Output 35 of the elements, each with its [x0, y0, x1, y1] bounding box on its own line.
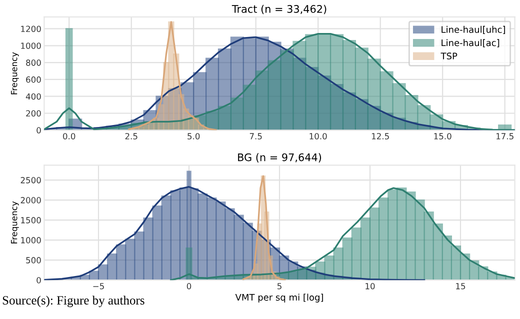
x-tick-label: 0.0 [63, 133, 76, 140]
y-axis-title: Frequency [11, 201, 19, 244]
x-tick-label: −5 [93, 283, 104, 290]
x-tick-label: 5.0 [188, 133, 200, 140]
y-tick-label: 1000 [21, 237, 41, 244]
x-tick-label: 12.5 [372, 133, 389, 140]
x-tick-label: 17.5 [496, 133, 514, 140]
y-tick-label: 1000 [21, 42, 41, 49]
y-tick-label: 600 [26, 76, 41, 83]
legend-label: TSP [440, 52, 458, 60]
y-tick-label: 400 [26, 93, 41, 100]
source-note: Source(s): Figure by authors [2, 296, 144, 308]
y-tick-label: 1200 [21, 26, 41, 32]
x-tick-label: 5 [277, 283, 282, 290]
y-axis-title: Frequency [11, 52, 19, 94]
x-tick-label: 10.0 [310, 133, 327, 140]
y-tick-label: 0 [36, 277, 41, 284]
x-tick-label: 0 [186, 283, 192, 290]
chart-title: Tract (n = 33,462) [232, 4, 326, 14]
x-axis-title: VMT per sq mi [log] [235, 294, 323, 302]
legend-label: Line-haul[ac] [442, 39, 500, 48]
y-tick-label: 1500 [21, 217, 41, 224]
x-tick-label: 15 [456, 283, 466, 290]
chart-title: BG (n = 97,644) [238, 153, 322, 162]
y-tick-label: 0 [36, 127, 41, 134]
x-tick-label: 10 [366, 283, 375, 290]
legend-label: Line-haul[uhc] [442, 26, 505, 34]
x-tick-label: 15.0 [434, 133, 452, 140]
y-tick-label: 2000 [20, 197, 41, 204]
y-tick-label: 800 [26, 60, 41, 66]
y-tick-label: 500 [26, 257, 41, 264]
x-tick-label: 7.5 [250, 133, 262, 140]
y-tick-label: 200 [26, 110, 41, 117]
y-tick-label: 2500 [20, 177, 41, 184]
x-tick-label: 2.5 [125, 133, 138, 140]
